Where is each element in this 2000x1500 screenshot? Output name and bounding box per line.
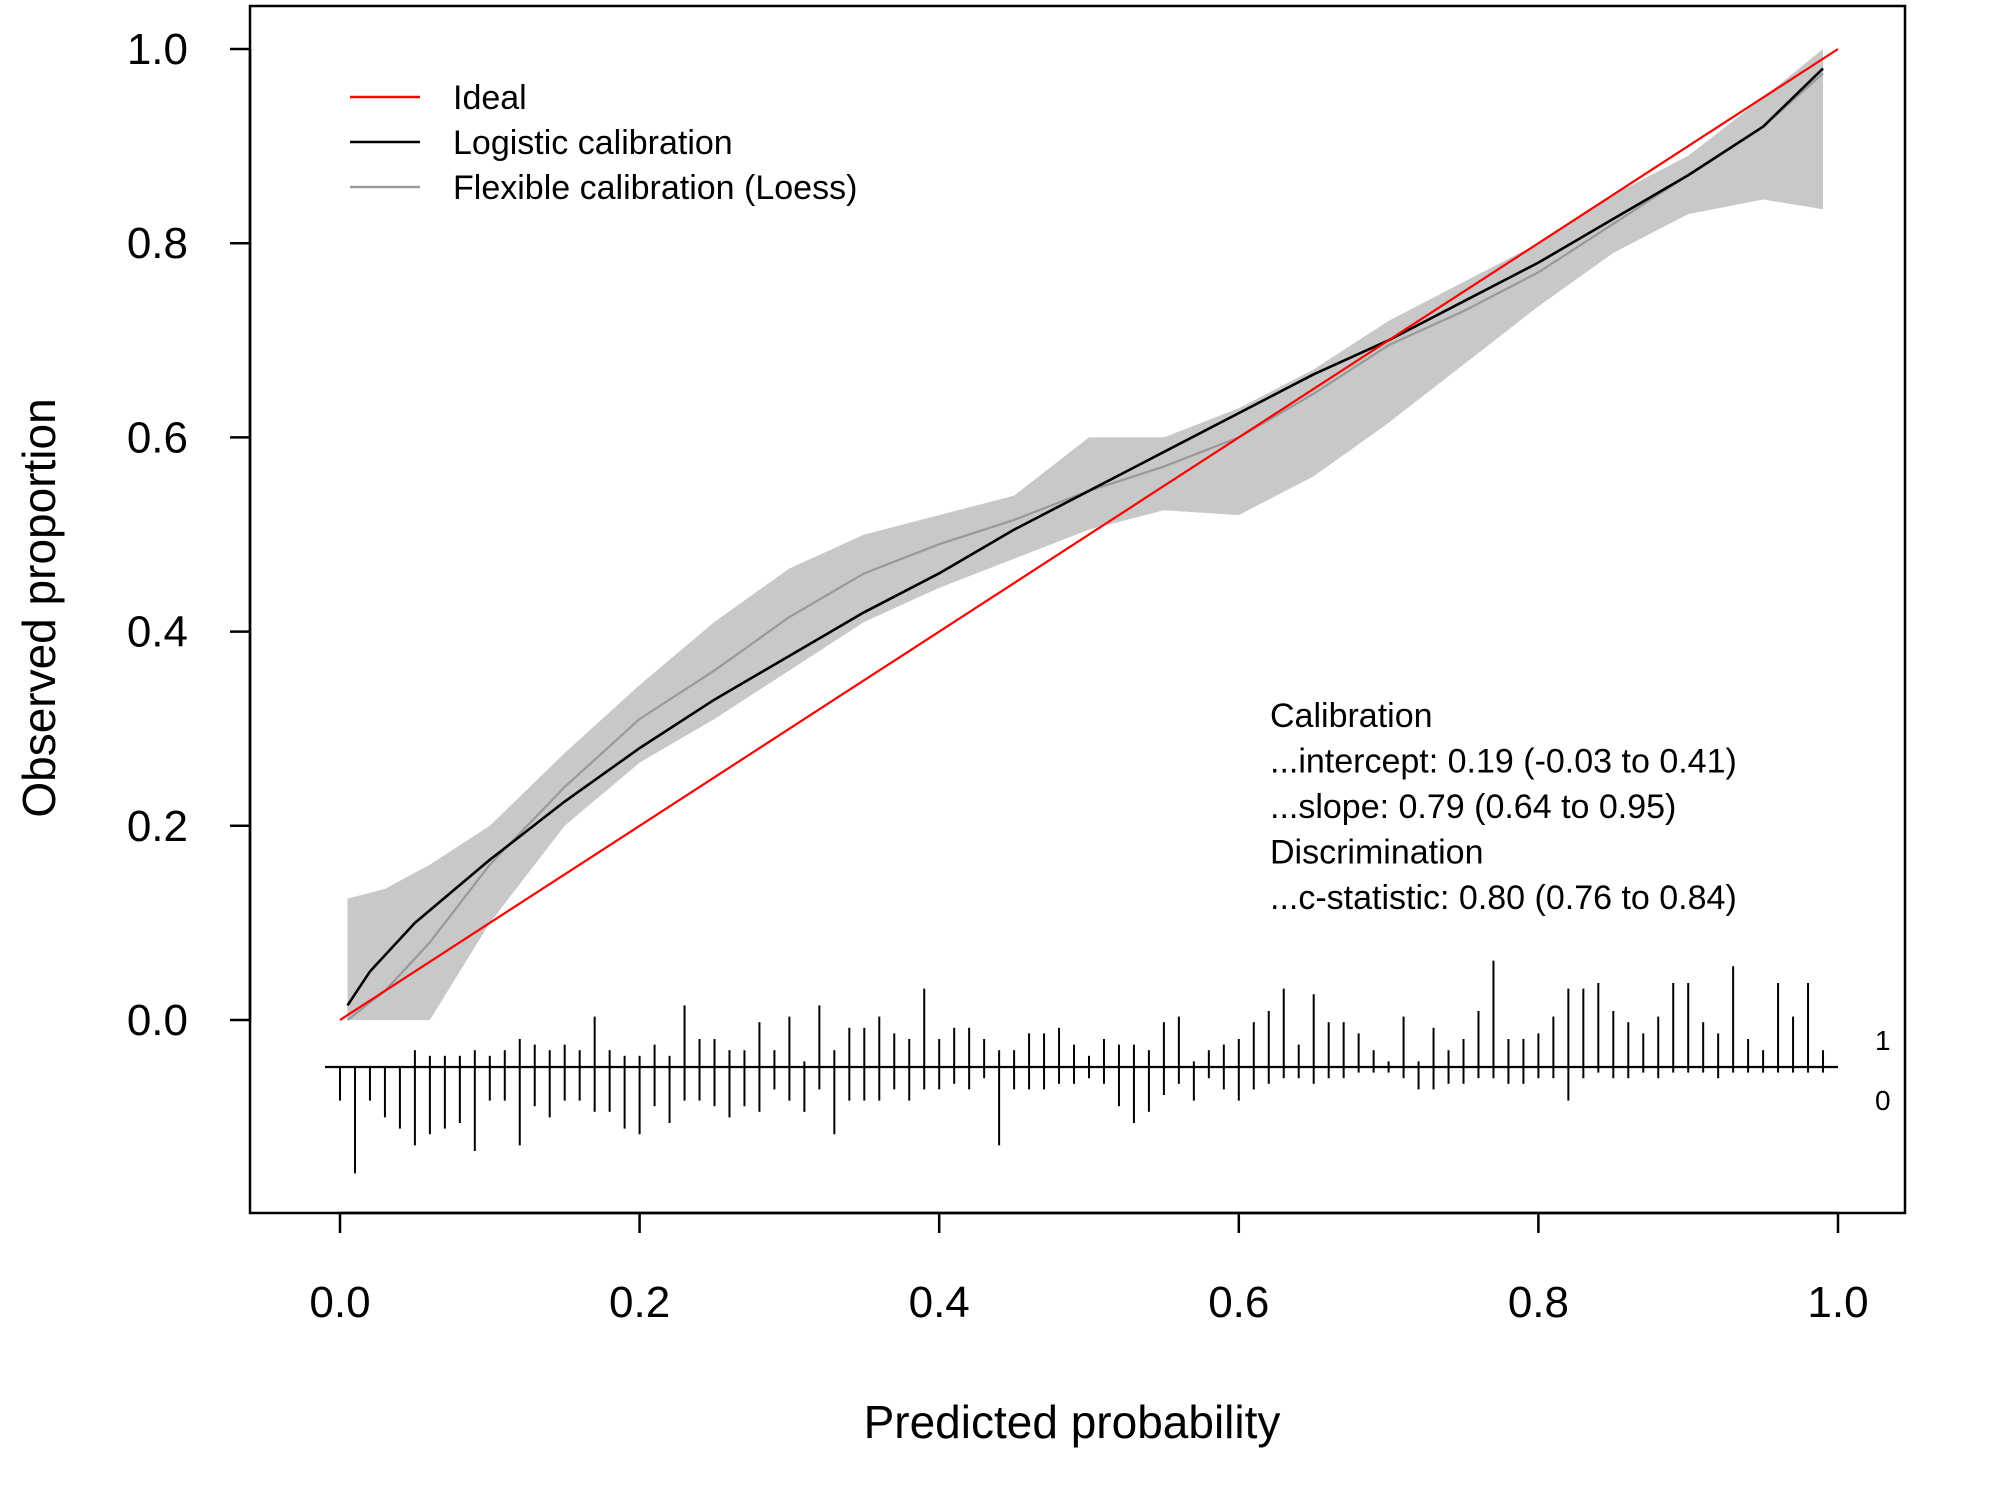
annotation-line: Calibration: [1270, 697, 1433, 735]
x-tick-label: 0.4: [909, 1278, 970, 1327]
series-line-flexible-calibration-loess: [346, 72, 1824, 1021]
x-tick-label: 0.0: [309, 1278, 370, 1327]
spike-histogram: 10: [325, 960, 1891, 1174]
series-line-logistic-calibration: [346, 67, 1824, 1007]
annotation-line: ...intercept: 0.19 (-0.03 to 0.41): [1270, 743, 1737, 781]
legend-label: Ideal: [453, 79, 527, 117]
x-axis-title: Predicted probability: [864, 1396, 1281, 1448]
x-tick-label: 0.2: [609, 1278, 670, 1327]
y-tick-label: 0.4: [127, 608, 188, 657]
legend-label: Logistic calibration: [453, 124, 733, 162]
spike-label-event: 1: [1875, 1025, 1891, 1056]
x-tick-label: 0.6: [1208, 1278, 1269, 1327]
annotation-line: Discrimination: [1270, 834, 1484, 872]
x-tick-label: 1.0: [1807, 1278, 1868, 1327]
y-tick-label: 0.8: [127, 219, 188, 268]
y-tick-label: 1.0: [127, 25, 188, 74]
y-tick-label: 0.2: [127, 802, 188, 851]
x-axis: 0.0 0.2 0.4 0.6 0.8 1.0: [309, 1211, 1869, 1327]
spike-label-non-event: 0: [1875, 1085, 1891, 1116]
confidence-band-layer: [347, 49, 1824, 1020]
legend: Ideal Logistic calibration Flexible calibr…: [350, 79, 857, 207]
series-layer: [339, 48, 1839, 1021]
y-tick-label: 0.0: [127, 996, 188, 1045]
annotation-line: ...slope: 0.79 (0.64 to 0.95): [1270, 788, 1676, 826]
y-axis-title: Observed proportion: [13, 398, 65, 817]
y-axis: 0.0 0.2 0.4 0.6 0.8 1.0: [127, 25, 252, 1045]
x-tick-label: 0.8: [1508, 1278, 1569, 1327]
series-line-ideal: [339, 48, 1839, 1021]
y-tick-label: 0.6: [127, 413, 188, 462]
annotation-line: ...c-statistic: 0.80 (0.76 to 0.84): [1270, 879, 1737, 917]
confidence-band: [347, 49, 1824, 1020]
calibration-statistics: Calibration ...intercept: 0.19 (-0.03 to …: [1270, 697, 1737, 917]
legend-label: Flexible calibration (Loess): [453, 169, 857, 207]
